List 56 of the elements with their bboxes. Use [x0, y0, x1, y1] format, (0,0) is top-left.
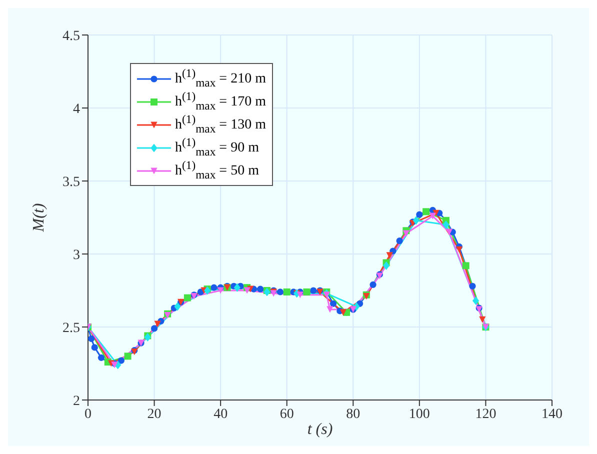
y-axis-title: M(t)	[30, 203, 48, 233]
legend-label: h$^{(1)}$$_{max}$ = 210 m	[175, 67, 266, 90]
legend-label: h$^{(1)}$$_{max}$ = 50 m	[175, 159, 259, 182]
point	[244, 287, 250, 294]
point	[326, 306, 334, 313]
legend-label: h$^{(1)}$$_{max}$ = 170 m	[175, 90, 266, 113]
point	[340, 309, 346, 316]
point	[479, 316, 486, 323]
y-tick-label: 2.5	[62, 320, 80, 336]
point	[150, 325, 158, 332]
x-axis-title: t (s)	[307, 421, 333, 438]
point	[210, 284, 218, 291]
point	[370, 281, 376, 288]
legend-label: h$^{(1)}$$_{max}$ = 130 m	[175, 113, 266, 136]
point	[144, 332, 151, 342]
point	[98, 354, 105, 361]
legend-label: h$^{(1)}$$_{max}$ = 90 m	[175, 136, 259, 159]
y-tick-label: 3.5	[62, 174, 80, 190]
x-tick-label: 100	[408, 406, 430, 422]
x-tick-label: 80	[346, 406, 360, 422]
point	[412, 216, 420, 225]
y-tick-label: 2	[73, 394, 80, 409]
point	[296, 292, 304, 298]
y-tick-label: 4.5	[62, 28, 80, 44]
y-tick-label: 4	[73, 102, 80, 117]
point	[174, 302, 181, 311]
point	[118, 357, 124, 364]
point	[472, 296, 480, 306]
point	[386, 252, 393, 259]
point	[234, 283, 240, 292]
x-tick-label: 40	[214, 406, 228, 422]
point	[469, 282, 476, 290]
point	[416, 211, 423, 218]
point	[257, 286, 264, 292]
point	[402, 230, 410, 237]
x-tick-label: 140	[542, 406, 562, 422]
point	[456, 246, 462, 253]
x-tick-label: 20	[147, 406, 162, 422]
point	[330, 300, 337, 307]
point	[91, 344, 98, 351]
point	[429, 212, 436, 220]
x-tick-label: 60	[280, 406, 294, 422]
x-tick-label: 120	[475, 406, 496, 422]
point	[446, 228, 453, 236]
point	[154, 320, 161, 328]
point	[217, 287, 224, 294]
y-tick-label: 3	[73, 248, 80, 263]
point	[323, 292, 330, 298]
point	[264, 288, 270, 296]
point	[382, 261, 390, 270]
point	[310, 287, 317, 294]
point	[88, 335, 95, 342]
point	[276, 288, 284, 296]
x-tick-label: 0	[84, 406, 92, 422]
point	[442, 220, 450, 230]
point	[396, 238, 403, 244]
